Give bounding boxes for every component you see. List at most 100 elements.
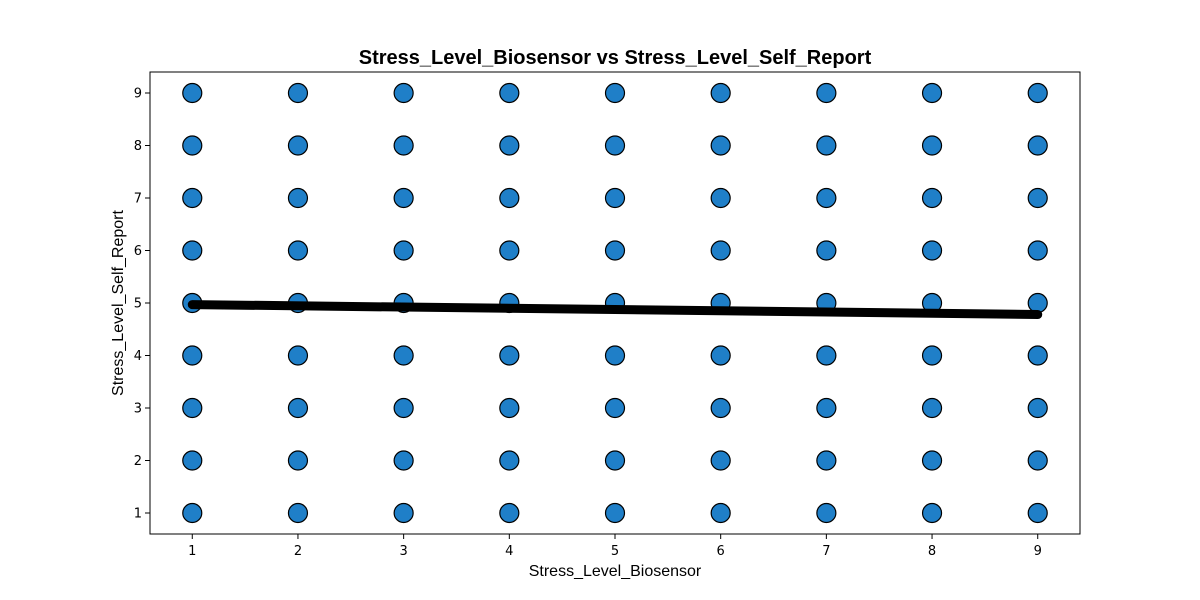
scatter-point xyxy=(393,135,414,156)
scatter-point xyxy=(287,240,309,261)
y-tick-label: 1 xyxy=(134,507,142,522)
scatter-point xyxy=(499,502,520,524)
scatter-point xyxy=(921,82,943,104)
y-tick-label: 3 xyxy=(134,402,142,417)
scatter-point xyxy=(393,502,414,524)
x-tick-label: 2 xyxy=(294,544,302,559)
scatter-point xyxy=(921,345,943,366)
scatter-point xyxy=(710,82,731,104)
scatter-point xyxy=(287,450,309,471)
scatter-point xyxy=(287,187,309,209)
y-tick-label: 4 xyxy=(134,349,142,364)
scatter-point xyxy=(393,397,414,419)
scatter-point xyxy=(393,82,414,104)
y-axis-ticks: 1 2 3 4 5 6 7 8 9 xyxy=(134,87,150,522)
scatter-point xyxy=(182,345,203,366)
trend-line xyxy=(187,300,1043,320)
x-tick-label: 9 xyxy=(1034,544,1042,559)
scatter-point xyxy=(499,240,520,261)
scatter-point xyxy=(921,187,943,209)
scatter-point xyxy=(499,82,520,104)
y-tick-label: 9 xyxy=(134,87,142,102)
scatter-point xyxy=(921,240,943,261)
scatter-point xyxy=(1027,240,1048,261)
scatter-point xyxy=(1027,450,1048,471)
scatter-point xyxy=(287,82,309,104)
scatter-point xyxy=(921,135,943,156)
scatter-point xyxy=(393,345,414,366)
scatter-point xyxy=(499,397,520,419)
scatter-point xyxy=(287,345,309,366)
scatter-point xyxy=(182,502,203,524)
y-tick-label: 8 xyxy=(134,139,142,154)
scatter-point xyxy=(921,502,943,524)
scatter-point xyxy=(710,450,731,471)
scatter-point xyxy=(182,450,203,471)
x-tick-label: 4 xyxy=(505,544,513,559)
scatter-point xyxy=(604,397,626,419)
scatter-point xyxy=(1027,135,1048,156)
scatter-point xyxy=(182,187,203,209)
x-tick-label: 1 xyxy=(188,544,196,559)
scatter-point xyxy=(604,82,626,104)
scatter-point xyxy=(604,450,626,471)
scatter-point xyxy=(287,502,309,524)
scatter-point xyxy=(604,240,626,261)
x-tick-label: 8 xyxy=(928,544,936,559)
x-axis-label: Stress_Level_Biosensor xyxy=(529,563,702,580)
x-tick-label: 3 xyxy=(399,544,407,559)
y-axis-label: Stress_Level_Self_Report xyxy=(110,210,127,396)
x-tick-label: 7 xyxy=(822,544,830,559)
scatter-point xyxy=(816,240,837,261)
x-tick-label: 5 xyxy=(611,544,619,559)
y-tick-label: 5 xyxy=(134,297,142,312)
scatter-point xyxy=(604,502,626,524)
scatter-point xyxy=(287,397,309,419)
scatter-point xyxy=(393,450,414,471)
scatter-point xyxy=(182,82,203,104)
scatter-point xyxy=(921,397,943,419)
scatter-point xyxy=(393,187,414,209)
scatter-point xyxy=(182,135,203,156)
scatter-point xyxy=(921,450,943,471)
x-axis-ticks: 1 2 3 4 5 6 7 8 9 xyxy=(188,534,1042,559)
scatter-point xyxy=(816,450,837,471)
scatter-point xyxy=(816,135,837,156)
scatter-point xyxy=(816,345,837,366)
scatter-point xyxy=(1027,82,1048,104)
scatter-point xyxy=(393,240,414,261)
scatter-point xyxy=(182,240,203,261)
y-tick-label: 6 xyxy=(134,244,142,259)
scatter-point xyxy=(816,82,837,104)
scatter-point xyxy=(710,135,731,156)
scatter-point xyxy=(710,345,731,366)
scatter-point xyxy=(710,502,731,524)
scatter-point xyxy=(816,397,837,419)
scatter-point xyxy=(499,345,520,366)
scatter-point xyxy=(604,345,626,366)
scatter-point xyxy=(182,397,203,419)
scatter-point xyxy=(287,135,309,156)
scatter-point xyxy=(710,187,731,209)
y-tick-label: 7 xyxy=(134,192,142,207)
scatter-point xyxy=(1027,502,1048,524)
scatter-point xyxy=(499,135,520,156)
scatter-point xyxy=(604,187,626,209)
scatter-point xyxy=(816,187,837,209)
chart-title: Stress_Level_Biosensor vs Stress_Level_S… xyxy=(359,47,872,69)
scatter-point xyxy=(1027,187,1048,209)
scatter-point xyxy=(499,450,520,471)
scatter-point xyxy=(604,135,626,156)
scatter-point xyxy=(499,187,520,209)
scatter-point xyxy=(816,502,837,524)
trend-line-layer xyxy=(187,300,1043,320)
scatter-point xyxy=(1027,292,1048,314)
scatter-point xyxy=(1027,397,1048,419)
scatter-point xyxy=(710,240,731,261)
scatter-point xyxy=(1027,345,1048,366)
y-tick-label: 2 xyxy=(134,454,142,469)
scatter-point xyxy=(710,397,731,419)
x-tick-label: 6 xyxy=(717,544,725,559)
